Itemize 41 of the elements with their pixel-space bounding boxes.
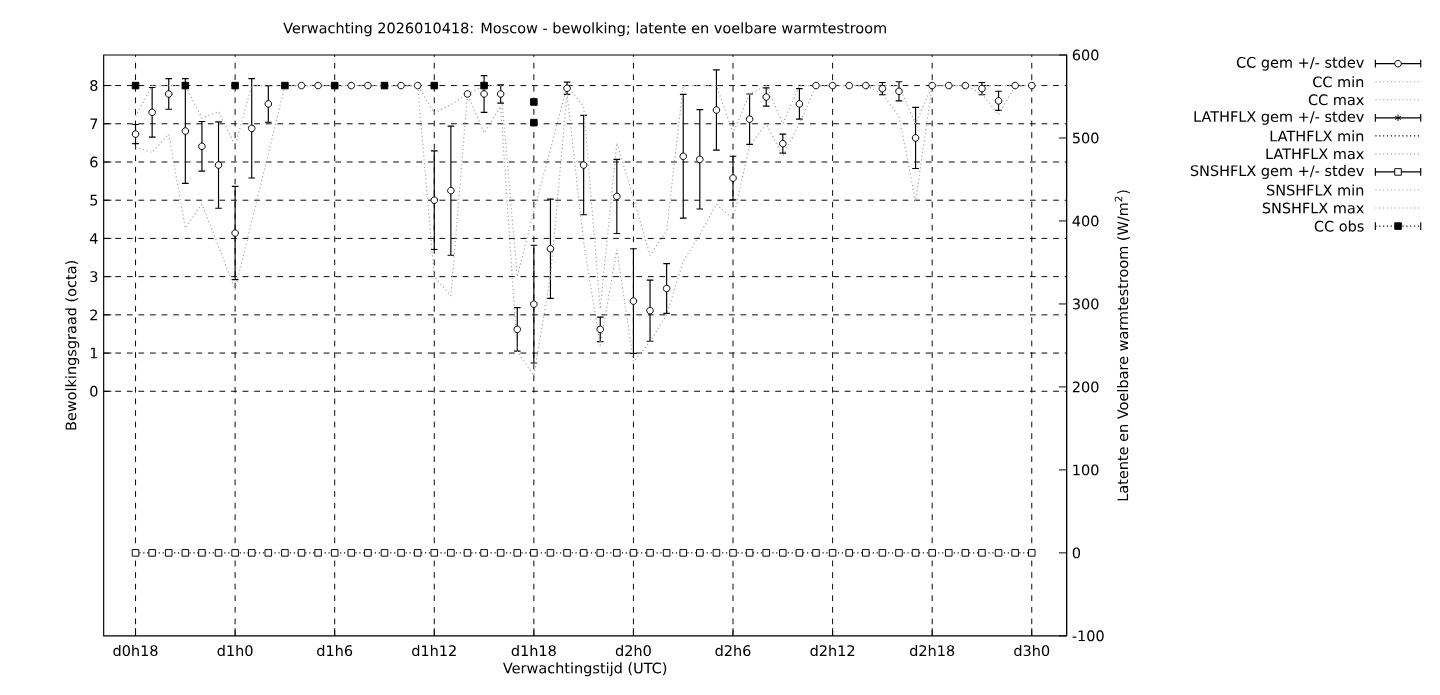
y-tick-label: 5 [90, 194, 98, 206]
y2-tick-label: -100 [1072, 630, 1104, 642]
y2-axis-title: Latente en Voelbare warmtestroom (W/m$^{2}$) [1114, 190, 1130, 501]
y-tick-label: 7 [90, 118, 98, 130]
x-axis-title: Verwachtingstijd (UTC) [502, 662, 667, 677]
y-tick-label: 0 [90, 385, 98, 397]
x-tick-label: d1h12 [412, 645, 456, 657]
legend-label: LATHFLX max [1266, 148, 1364, 160]
chart-title: Verwachting 2026010418: Moscow - bewolking; latente en voelbare warmtestroom [283, 22, 886, 37]
y2-tick-label: 0 [1072, 547, 1081, 559]
legend-label: SNSHFLX gem +/- stdev [1190, 165, 1364, 180]
y2-tick-label: 600 [1072, 49, 1099, 61]
legend-label: SNSHFLX max [1262, 202, 1364, 214]
x-tick-label: d2h0 [615, 645, 651, 657]
x-tick-label: d2h18 [909, 645, 955, 657]
y-tick-label: 4 [89, 233, 98, 244]
legend-label: CC obs [1314, 220, 1364, 232]
x-tick-label: d3h0 [1014, 645, 1050, 657]
legend-label: SNSHFLX min [1267, 184, 1364, 196]
x-tick-label: d0h18 [113, 645, 158, 657]
y-tick-label: 3 [90, 271, 98, 283]
y-tick-label: 1 [90, 347, 98, 359]
x-tick-label: d1h6 [317, 645, 353, 657]
x-tick-label: d1h18 [511, 645, 556, 657]
x-tick-label: d2h12 [810, 645, 855, 657]
y-tick-label: 6 [90, 156, 98, 168]
y2-tick-label: 300 [1072, 298, 1099, 310]
y-tick-label: 8 [90, 80, 98, 92]
y2-tick-label: 400 [1072, 215, 1099, 227]
legend-label: LATHFLX min [1270, 130, 1364, 142]
legend-label: LATHFLX gem +/- stdev [1194, 110, 1364, 125]
x-tick-label: d2h6 [715, 645, 751, 657]
y2-tick-label: 500 [1072, 132, 1099, 144]
y2-tick-label: 100 [1073, 464, 1099, 476]
y2-tick-label: 200 [1072, 381, 1099, 393]
legend-label: CC gem +/- stdev [1236, 56, 1364, 71]
y-tick-label: 2 [90, 309, 97, 321]
legend-label: CC max [1308, 94, 1364, 106]
x-tick-label: d1h0 [217, 645, 253, 657]
legend-label: CC min [1313, 76, 1364, 88]
y-axis-title: Bewolkingsgraad (octa) [65, 261, 80, 430]
